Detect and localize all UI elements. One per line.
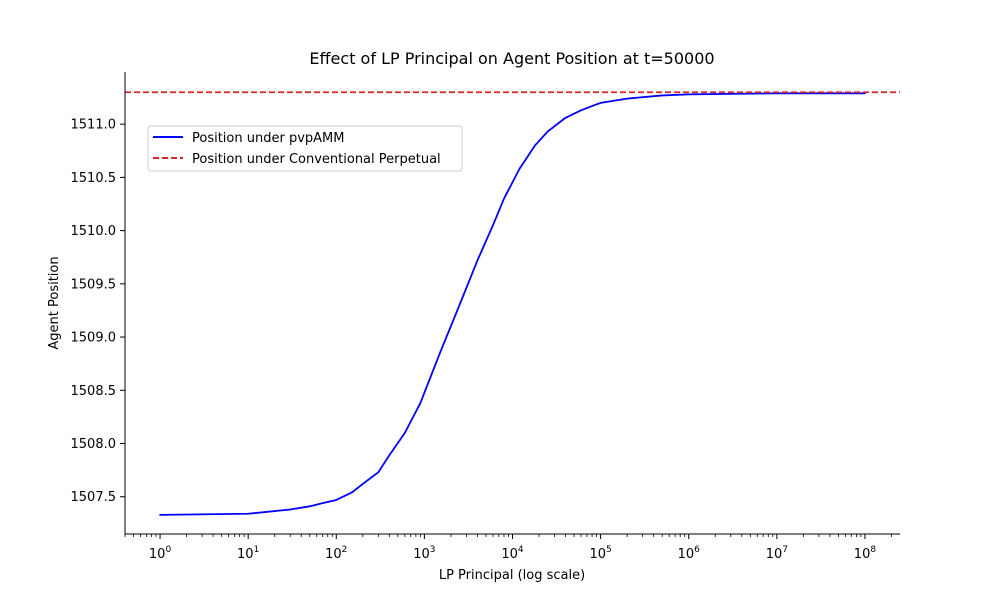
legend: Position under pvpAMM Position under Con…	[147, 125, 463, 172]
x-tick-label: 108	[854, 545, 877, 562]
x-tick-label: 105	[589, 545, 611, 562]
series-line-pvpamm	[159, 92, 866, 516]
y-tick-label: 1507.5	[71, 490, 117, 505]
x-axis-ticks: 100 101 102 103 104 105 106 107 108	[124, 534, 892, 562]
y-axis-label: Agent Position	[47, 256, 62, 349]
x-tick-label: 107	[766, 545, 788, 562]
x-tick-label-exponent: 2	[342, 545, 348, 555]
x-tick-label-base: 10	[589, 547, 606, 562]
x-tick-label-base: 10	[854, 547, 871, 562]
legend-box	[147, 125, 463, 172]
x-tick-label-exponent: 0	[165, 545, 171, 555]
x-tick-label-base: 10	[149, 547, 166, 562]
x-tick-label: 101	[237, 545, 259, 562]
y-tick-label: 1510.5	[71, 171, 117, 186]
x-tick-label-exponent: 5	[606, 545, 612, 555]
y-tick-label: 1509.0	[71, 331, 117, 346]
x-tick-label-exponent: 7	[782, 545, 788, 555]
x-tick-label: 103	[413, 545, 435, 562]
y-tick-label: 1508.0	[71, 437, 117, 452]
x-tick-label: 106	[678, 545, 701, 562]
x-tick-label-base: 10	[237, 547, 254, 562]
x-tick-label-base: 10	[766, 547, 783, 562]
x-tick-label-exponent: 1	[254, 545, 260, 555]
x-tick-label-base: 10	[413, 547, 430, 562]
y-tick-label: 1509.5	[71, 277, 117, 292]
y-tick-label: 1510.0	[71, 224, 117, 239]
x-tick-label-exponent: 3	[430, 545, 436, 555]
x-tick-label-base: 10	[678, 547, 695, 562]
series-layer	[125, 91, 900, 516]
x-tick-label: 100	[149, 545, 172, 562]
y-tick-label: 1511.0	[71, 118, 117, 133]
x-tick-label-base: 10	[325, 547, 342, 562]
legend-label-pvpamm: Position under pvpAMM	[192, 131, 344, 146]
x-tick-label-base: 10	[501, 547, 518, 562]
x-axis-label: LP Principal (log scale)	[439, 568, 585, 583]
x-tick-label: 104	[501, 545, 524, 562]
y-axis-ticks: 1507.5 1508.0 1508.5 1509.0 1509.5 1510.0 1510…	[71, 118, 125, 505]
legend-label-conventional: Position under Conventional Perpetual	[192, 152, 441, 167]
chart-title: Effect of LP Principal on Agent Position…	[309, 49, 714, 68]
x-tick-label-exponent: 8	[870, 545, 876, 555]
x-tick-label-exponent: 6	[694, 545, 700, 555]
y-tick-label: 1508.5	[71, 384, 117, 399]
x-tick-label-exponent: 4	[518, 545, 524, 555]
x-tick-label: 102	[325, 545, 347, 562]
